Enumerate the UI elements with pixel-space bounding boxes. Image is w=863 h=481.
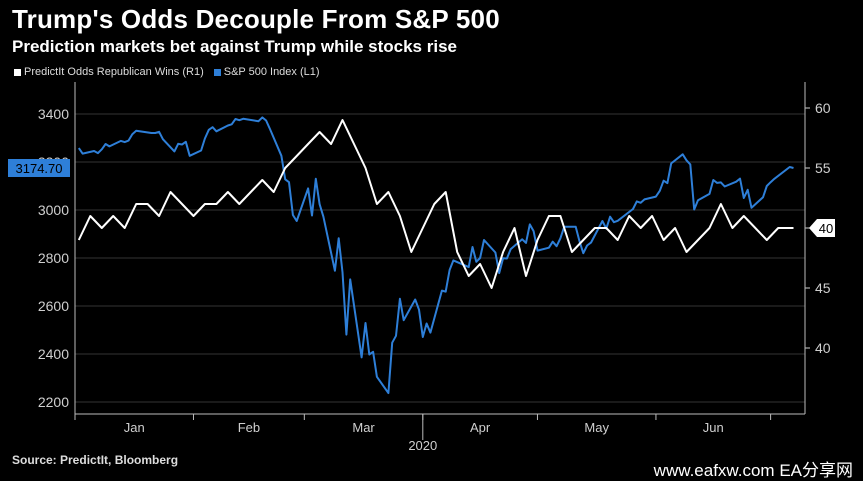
watermark: www.eafxw.com EA分享网: [653, 461, 853, 480]
left-tick-2200: 2200: [38, 394, 69, 410]
legend-swatch-sp500: [213, 68, 221, 76]
labels-layer: 3174.70 40: [8, 159, 835, 237]
x-tick-apr: Apr: [470, 420, 491, 435]
series-layer: [77, 116, 794, 395]
legend-label-predictit: PredictIt Odds Republican Wins (R1): [24, 66, 204, 78]
x-tick-feb: Feb: [238, 420, 260, 435]
left-tick-3000: 3000: [38, 202, 69, 218]
left-tick-3400: 3400: [38, 106, 69, 122]
right-tick-40: 40: [815, 340, 831, 356]
left-tick-2600: 2600: [38, 298, 69, 314]
sp500-last-value: 3174.70: [16, 161, 63, 176]
grid: [75, 113, 805, 403]
left-tick-2400: 2400: [38, 346, 69, 362]
chart-subtitle: Prediction markets bet against Trump whi…: [12, 37, 457, 56]
right-tick-60: 60: [815, 100, 831, 116]
x-tick-may: May: [584, 420, 609, 435]
legend: PredictIt Odds Republican Wins (R1) S&P …: [14, 66, 320, 78]
axes: 22002400260028003000320034004045505560Ja…: [38, 82, 831, 453]
x-tick-jan: Jan: [124, 420, 145, 435]
right-tick-55: 55: [815, 160, 831, 176]
source-note: Source: PredictIt, Bloomberg: [12, 453, 179, 467]
x-tick-mar: Mar: [352, 420, 375, 435]
legend-swatch-predictit: [14, 68, 21, 76]
predictit-last-value: 40: [819, 221, 833, 236]
legend-item-sp500: S&P 500 Index (L1): [213, 66, 320, 78]
chart-title: Trump's Odds Decouple From S&P 500: [12, 4, 500, 34]
predictit-last-value-box: [809, 219, 835, 237]
x-tick-jun: Jun: [703, 420, 724, 435]
sp500-line: [77, 116, 794, 395]
x-year-label: 2020: [408, 438, 437, 453]
left-tick-2800: 2800: [38, 250, 69, 266]
sp500-last-value-box: [8, 159, 70, 177]
predictit-line: [77, 119, 794, 289]
legend-item-predictit: PredictIt Odds Republican Wins (R1): [14, 66, 204, 78]
legend-label-sp500: S&P 500 Index (L1): [223, 66, 320, 78]
right-tick-45: 45: [815, 280, 831, 296]
